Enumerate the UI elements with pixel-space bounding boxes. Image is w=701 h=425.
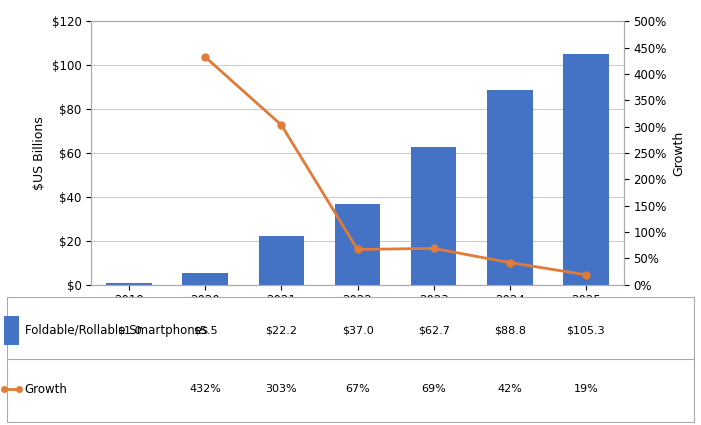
Text: $5.5: $5.5 <box>193 325 217 335</box>
Text: 19%: 19% <box>573 385 598 394</box>
Y-axis label: Growth: Growth <box>672 130 686 176</box>
Bar <box>182 273 228 285</box>
Text: $22.2: $22.2 <box>266 325 297 335</box>
Text: Growth: Growth <box>25 383 67 396</box>
Text: 432%: 432% <box>189 385 222 394</box>
Bar <box>411 147 456 285</box>
Bar <box>4 316 19 345</box>
Text: $62.7: $62.7 <box>418 325 449 335</box>
Bar <box>259 236 304 285</box>
Text: 303%: 303% <box>266 385 297 394</box>
Text: 69%: 69% <box>421 385 446 394</box>
Text: $88.8: $88.8 <box>494 325 526 335</box>
Bar <box>107 283 152 285</box>
Text: $1.0: $1.0 <box>117 325 142 335</box>
Text: $105.3: $105.3 <box>566 325 605 335</box>
Bar <box>563 54 608 285</box>
Text: 42%: 42% <box>497 385 522 394</box>
Y-axis label: $US Billions: $US Billions <box>33 116 46 190</box>
Bar <box>487 90 533 285</box>
Text: $37.0: $37.0 <box>341 325 374 335</box>
Bar <box>334 204 381 285</box>
Text: Foldable/Rollable Smartphones: Foldable/Rollable Smartphones <box>25 324 207 337</box>
Text: 67%: 67% <box>345 385 370 394</box>
